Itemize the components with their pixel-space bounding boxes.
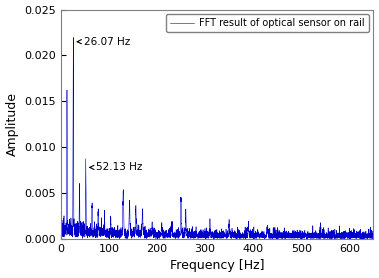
FFT result of optical sensor on rail (335, 237, 340, 240)
Line: FFT result of optical sensor on rail: FFT result of optical sensor on rail (61, 38, 373, 239)
FFT result of optical sensor on rail (363, 235, 368, 238)
Y-axis label: Amplitude: Amplitude (6, 92, 19, 156)
FFT result of optical sensor on rail (71, 36, 75, 39)
Text: 52.13 Hz: 52.13 Hz (90, 162, 143, 172)
Legend: FFT result of optical sensor on rail: FFT result of optical sensor on rail (166, 14, 369, 32)
FFT result of optical sensor on rail (352, 230, 356, 233)
FFT result of optical sensor on rail (58, 230, 63, 233)
FFT result of optical sensor on rail (267, 235, 272, 239)
FFT result of optical sensor on rail (371, 235, 376, 239)
FFT result of optical sensor on rail (83, 201, 88, 204)
X-axis label: Frequency [Hz]: Frequency [Hz] (170, 259, 264, 272)
FFT result of optical sensor on rail (348, 237, 353, 240)
Text: 26.07 Hz: 26.07 Hz (77, 37, 130, 47)
FFT result of optical sensor on rail (313, 235, 317, 239)
